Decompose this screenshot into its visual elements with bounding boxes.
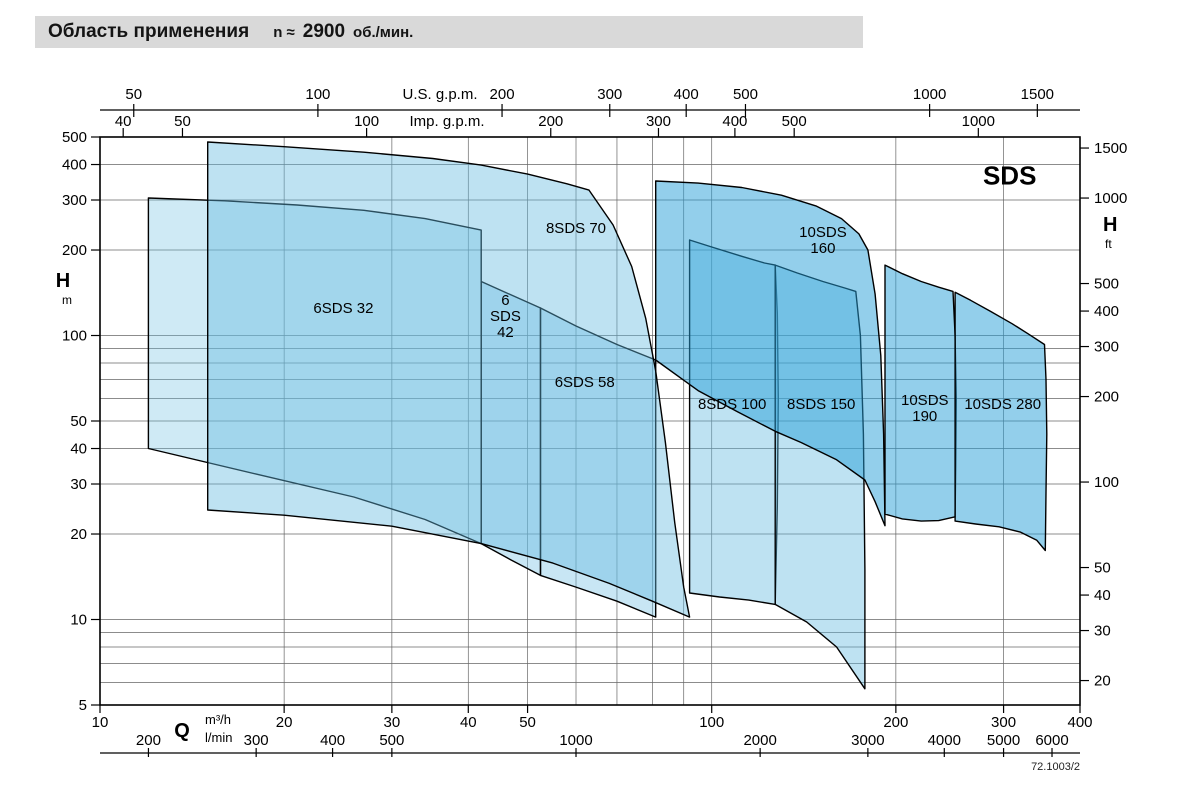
head-m-tick-label: 30 bbox=[70, 476, 87, 493]
region-label-6sds-42: 42 bbox=[497, 324, 514, 341]
head-m-tick-label: 500 bbox=[62, 129, 87, 146]
head-ft-tick-label: 1000 bbox=[1094, 190, 1127, 207]
flow-m3h-tick-label: 400 bbox=[1067, 714, 1092, 731]
head-ft-tick-label: 40 bbox=[1094, 587, 1111, 604]
region-label-6sds-32: 6SDS 32 bbox=[313, 300, 373, 317]
lmin-tick-label: 200 bbox=[136, 732, 161, 749]
speed-value: 2900 bbox=[302, 21, 346, 42]
region-label-10sds-190: 10SDS bbox=[901, 392, 949, 409]
head-ft-tick-label: 1500 bbox=[1094, 140, 1127, 157]
lmin-tick-label: 2000 bbox=[743, 732, 776, 749]
flow-m3h-tick-label: 20 bbox=[276, 714, 293, 731]
head-ft-tick-label: 30 bbox=[1094, 623, 1111, 640]
imp-gpm-tick-label: 200 bbox=[538, 113, 563, 130]
imp-gpm-axis-title: Imp. g.p.m. bbox=[409, 113, 484, 130]
flow-unit-m3h: m³/h bbox=[205, 712, 231, 727]
head-ft-tick-label: 300 bbox=[1094, 339, 1119, 356]
flow-m3h-tick-label: 300 bbox=[991, 714, 1016, 731]
region-label-6sds-42: 6 bbox=[501, 292, 509, 309]
region-10sds-280 bbox=[954, 291, 1048, 552]
speed-prefix: n ≈ bbox=[273, 23, 295, 41]
region-label-8sds-70: 8SDS 70 bbox=[546, 220, 606, 237]
head-m-tick-label: 5 bbox=[79, 697, 87, 714]
region-10sds-160 bbox=[655, 180, 886, 527]
flow-m3h-tick-label: 30 bbox=[384, 714, 401, 731]
us-gpm-tick-label: 100 bbox=[305, 86, 330, 103]
head-m-tick-label: 10 bbox=[70, 612, 87, 629]
lmin-tick-label: 1000 bbox=[559, 732, 592, 749]
region-6sds-58 bbox=[539, 307, 657, 618]
us-gpm-tick-label: 500 bbox=[733, 86, 758, 103]
head-m-tick-label: 300 bbox=[62, 192, 87, 209]
title-bar: Область применения n ≈ 2900 об./мин. bbox=[35, 16, 863, 48]
us-gpm-tick-label: 400 bbox=[674, 86, 699, 103]
imp-gpm-tick-label: 100 bbox=[354, 113, 379, 130]
head-ft-tick-label: 100 bbox=[1094, 474, 1119, 491]
imp-gpm-tick-label: 300 bbox=[646, 113, 671, 130]
flow-m3h-tick-label: 40 bbox=[460, 714, 477, 731]
flow-axis-title: Q bbox=[174, 720, 190, 742]
lmin-tick-label: 6000 bbox=[1035, 732, 1068, 749]
imp-gpm-tick-label: 50 bbox=[174, 113, 191, 130]
region-label-8sds-150: 8SDS 150 bbox=[787, 396, 855, 413]
head-m-tick-label: 20 bbox=[70, 526, 87, 543]
flow-m3h-tick-label: 200 bbox=[883, 714, 908, 731]
lmin-tick-label: 4000 bbox=[928, 732, 961, 749]
lmin-tick-label: 3000 bbox=[851, 732, 884, 749]
head-ft-tick-label: 400 bbox=[1094, 303, 1119, 320]
region-label-10sds-160: 160 bbox=[810, 240, 835, 257]
left-axis-unit: m bbox=[62, 293, 72, 307]
head-m-tick-label: 200 bbox=[62, 242, 87, 259]
flow-m3h-tick-label: 10 bbox=[92, 714, 109, 731]
head-ft-tick-label: 200 bbox=[1094, 389, 1119, 406]
region-label-10sds-280: 10SDS 280 bbox=[964, 396, 1041, 413]
region-8sds-70 bbox=[207, 141, 691, 618]
region-label-10sds-190: 190 bbox=[912, 408, 937, 425]
head-m-tick-label: 400 bbox=[62, 157, 87, 174]
lmin-tick-label: 300 bbox=[244, 732, 269, 749]
us-gpm-tick-label: 300 bbox=[597, 86, 622, 103]
region-label-8sds-100: 8SDS 100 bbox=[698, 396, 766, 413]
head-m-tick-label: 50 bbox=[70, 413, 87, 430]
us-gpm-tick-label: 50 bbox=[125, 86, 142, 103]
head-m-tick-label: 100 bbox=[62, 328, 87, 345]
region-label-6sds-58: 6SDS 58 bbox=[555, 374, 615, 391]
head-ft-tick-label: 50 bbox=[1094, 560, 1111, 577]
us-gpm-tick-label: 200 bbox=[490, 86, 515, 103]
flow-unit-lmin: l/min bbox=[205, 730, 232, 745]
left-axis-title: H bbox=[56, 270, 70, 292]
imp-gpm-tick-label: 400 bbox=[722, 113, 747, 130]
lmin-tick-label: 400 bbox=[320, 732, 345, 749]
right-axis-title: H bbox=[1103, 214, 1117, 236]
head-ft-tick-label: 500 bbox=[1094, 276, 1119, 293]
right-axis-unit: ft bbox=[1105, 237, 1112, 251]
lmin-tick-label: 5000 bbox=[987, 732, 1020, 749]
head-m-tick-label: 40 bbox=[70, 441, 87, 458]
doc-reference: 72.1003/2 bbox=[1031, 761, 1080, 773]
flow-m3h-tick-label: 100 bbox=[699, 714, 724, 731]
imp-gpm-tick-label: 40 bbox=[115, 113, 132, 130]
speed-unit: об./мин. bbox=[353, 23, 414, 41]
flow-m3h-tick-label: 50 bbox=[519, 714, 536, 731]
region-label-10sds-160: 10SDS bbox=[799, 224, 847, 241]
lmin-tick-label: 500 bbox=[379, 732, 404, 749]
imp-gpm-tick-label: 1000 bbox=[962, 113, 995, 130]
series-family-label: SDS bbox=[983, 161, 1036, 191]
us-gpm-tick-label: 1000 bbox=[913, 86, 946, 103]
region-label-6sds-42: SDS bbox=[490, 308, 521, 325]
page-title: Область применения bbox=[48, 21, 250, 42]
head-ft-tick-label: 20 bbox=[1094, 673, 1111, 690]
us-gpm-tick-label: 1500 bbox=[1021, 86, 1054, 103]
us-gpm-axis-title: U.S. g.p.m. bbox=[402, 86, 477, 103]
imp-gpm-tick-label: 500 bbox=[782, 113, 807, 130]
